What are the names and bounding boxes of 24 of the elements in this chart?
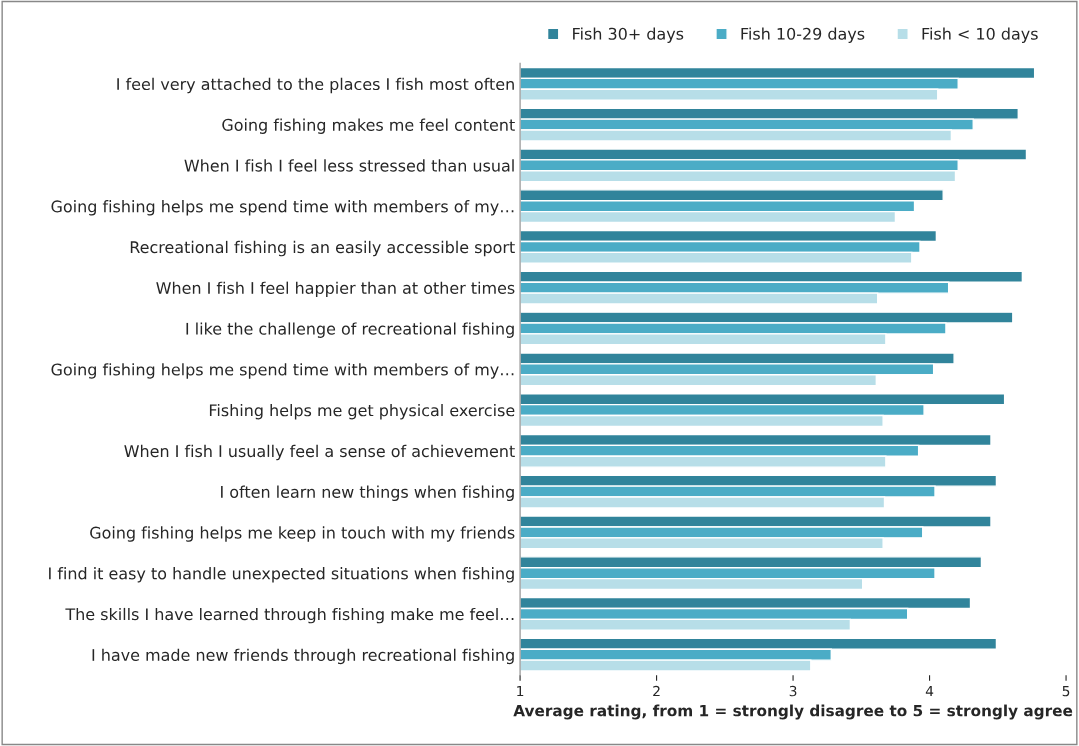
y-tick-label: Going fishing makes me feel content (222, 118, 515, 134)
x-tick-label: 4 (925, 685, 934, 697)
y-tick-label: Going fishing helps me spend time with members of my… (51, 363, 514, 379)
legend-label: Fish 10-29 days (741, 27, 865, 43)
y-tick-label: Recreational fishing is an easily accessible sport (130, 240, 515, 257)
x-tick-label: 3 (789, 685, 797, 697)
x-tick-label: 1 (517, 685, 524, 697)
x-axis-title: Average rating, from 1 = strongly disagree to 5 = strongly agree (513, 704, 1073, 720)
y-tick-label: When I fish I feel happier than at other times (156, 281, 515, 298)
y-tick-label: I find it easy to handle unexpected situations when fishing (49, 567, 514, 583)
y-tick-label: I like the challenge of recreational fishing (186, 322, 514, 338)
x-tick-label: 2 (653, 685, 660, 697)
x-tick-label: 5 (1062, 685, 1070, 697)
legend-label: Fish 30+ days (573, 27, 684, 43)
y-tick-label: I often learn new things when fishing (221, 485, 514, 501)
y-tick-label: Going fishing helps me spend time with members of my… (51, 200, 514, 216)
y-tick-label: The skills I have learned through fishing make me feel… (65, 607, 514, 624)
y-tick-label: When I fish I feel less stressed than usual (184, 159, 514, 172)
y-tick-label: When I fish I usually feel a sense of achievement (124, 444, 515, 461)
y-tick-label: I have made new friends through recreational fishing (92, 648, 514, 665)
y-tick-label: Going fishing helps me keep in touch with my friends (90, 526, 515, 542)
y-tick-label: Fishing helps me get physical exercise (209, 403, 515, 420)
y-tick-label: I feel very attached to the places I fish most often (117, 77, 514, 94)
legend-label: Fish < 10 days (922, 27, 1038, 43)
